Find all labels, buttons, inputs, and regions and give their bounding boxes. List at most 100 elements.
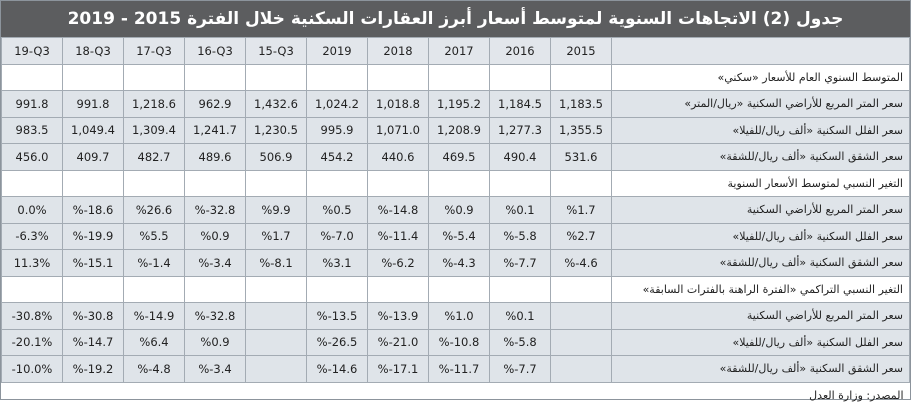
row-label: سعر المتر المربع للأراضي السكنية [611, 196, 910, 224]
table-row: سعر المتر المربع للأراضي السكنية «ريال/ا… [1, 90, 910, 118]
table-row: سعر الفلل السكنية «ألف ريال/للفيلا» %2.7%… [1, 222, 910, 250]
empty-cell [1, 169, 63, 197]
value-cell: %-15.1 [62, 249, 124, 277]
value-cell: 1,018.8 [367, 90, 429, 118]
empty-cell [1, 63, 63, 91]
value-cell: %-10.8 [428, 328, 490, 356]
value-cell: %0.1 [489, 302, 551, 330]
source-row: المصدر: وزارة العدل [2, 382, 910, 409]
value-cell: %-11.7 [428, 355, 490, 383]
value-cell: %-14.7 [62, 328, 124, 356]
header-label-cell [611, 37, 910, 65]
value-cell: 1,024.2 [306, 90, 368, 118]
value-cell: %1.7 [245, 222, 307, 250]
empty-cell [245, 63, 307, 91]
table-row: سعر الفلل السكنية «ألف ريال/للفيلا» 1,355… [1, 116, 910, 144]
value-cell: %-5.8 [489, 328, 551, 356]
column-header: 2016 [489, 37, 551, 65]
row-label: سعر المتر المربع للأراضي السكنية [611, 302, 910, 330]
table-row: سعر الشقق السكنية «ألف ريال/للشقة» 531.6 4… [1, 143, 910, 171]
value-cell: %-11.4 [367, 222, 429, 250]
empty-cell [367, 63, 429, 91]
value-cell [245, 302, 307, 330]
value-cell: %0.1 [489, 196, 551, 224]
empty-cell [489, 63, 551, 91]
value-cell: %0.5 [306, 196, 368, 224]
price-trends-table: 2015 2016 2017 2018 2019 15-Q3 16-Q3 17-Q3 18-Q3… [1, 37, 910, 409]
table-row: سعر المتر المربع للأراضي السكنية %0.1 %1.0… [1, 302, 910, 330]
column-header: 2019 [306, 37, 368, 65]
value-cell: %2.7 [550, 222, 612, 250]
section-heading: التغير النسبي التراكمي «الفترة الراهنة ب… [611, 275, 910, 303]
value-cell: %-1.4 [123, 249, 185, 277]
value-cell: %-14.9 [123, 302, 185, 330]
empty-cell [367, 275, 429, 303]
value-cell: %-32.8 [184, 302, 246, 330]
value-cell: %-32.8 [184, 196, 246, 224]
empty-cell [245, 169, 307, 197]
value-cell: 991.8 [1, 90, 63, 118]
empty-cell [184, 63, 246, 91]
value-cell: 0.0% [1, 196, 63, 224]
empty-cell [428, 63, 490, 91]
value-cell: %-8.1 [245, 249, 307, 277]
section-heading: التغير النسبي لمتوسط الأسعار السنوية [611, 169, 910, 197]
value-cell: %-6.2 [367, 249, 429, 277]
value-cell: %-3.4 [184, 249, 246, 277]
value-cell: 1,184.5 [489, 90, 551, 118]
empty-cell [123, 169, 185, 197]
empty-cell [245, 275, 307, 303]
value-cell: 1,049.4 [62, 116, 124, 144]
value-cell: %1.0 [428, 302, 490, 330]
value-cell: 469.5 [428, 143, 490, 171]
table-row: سعر الشقق السكنية «ألف ريال/للشقة» %-4.6%… [1, 249, 910, 277]
value-cell: %6.4 [123, 328, 185, 356]
value-cell: %-18.6 [62, 196, 124, 224]
value-cell: %-19.9 [62, 222, 124, 250]
empty-cell [184, 169, 246, 197]
value-cell: -6.3% [1, 222, 63, 250]
value-cell: -20.1% [1, 328, 63, 356]
value-cell: %0.9 [428, 196, 490, 224]
value-cell [550, 328, 612, 356]
value-cell: %-14.8 [367, 196, 429, 224]
value-cell: 983.5 [1, 116, 63, 144]
value-cell: %3.1 [306, 249, 368, 277]
column-header: 17-Q3 [123, 37, 185, 65]
value-cell: 440.6 [367, 143, 429, 171]
section-heading-row: المتوسط السنوي العام للأسعار «سكني» [1, 63, 910, 91]
value-cell: 995.9 [306, 116, 368, 144]
value-cell: 1,355.5 [550, 116, 612, 144]
empty-cell [306, 169, 368, 197]
row-label: سعر الشقق السكنية «ألف ريال/للشقة» [611, 143, 910, 171]
empty-cell [62, 169, 124, 197]
empty-cell [489, 169, 551, 197]
empty-cell [306, 63, 368, 91]
empty-cell [1, 275, 63, 303]
value-cell: 1,309.4 [123, 116, 185, 144]
value-cell: 1,277.3 [489, 116, 551, 144]
value-cell: %1.7 [550, 196, 612, 224]
value-cell: 962.9 [184, 90, 246, 118]
value-cell: 1,195.2 [428, 90, 490, 118]
row-label: سعر الفلل السكنية «ألف ريال/للفيلا» [611, 328, 910, 356]
source-note: المصدر: وزارة العدل [809, 389, 904, 402]
value-cell: 506.9 [245, 143, 307, 171]
row-label: سعر المتر المربع للأراضي السكنية «ريال/ا… [611, 90, 910, 118]
value-cell: 409.7 [62, 143, 124, 171]
empty-cell [428, 275, 490, 303]
section-heading-row: التغير النسبي التراكمي «الفترة الراهنة ب… [1, 275, 910, 303]
empty-cell [489, 275, 551, 303]
value-cell: %0.9 [184, 328, 246, 356]
row-label: سعر الفلل السكنية «ألف ريال/للفيلا» [611, 116, 910, 144]
value-cell: %26.6 [123, 196, 185, 224]
value-cell: -10.0% [1, 355, 63, 383]
empty-cell [306, 275, 368, 303]
value-cell [245, 328, 307, 356]
value-cell: %-21.0 [367, 328, 429, 356]
value-cell: %-30.8 [62, 302, 124, 330]
value-cell: %-3.4 [184, 355, 246, 383]
value-cell: %-4.3 [428, 249, 490, 277]
empty-cell [184, 275, 246, 303]
